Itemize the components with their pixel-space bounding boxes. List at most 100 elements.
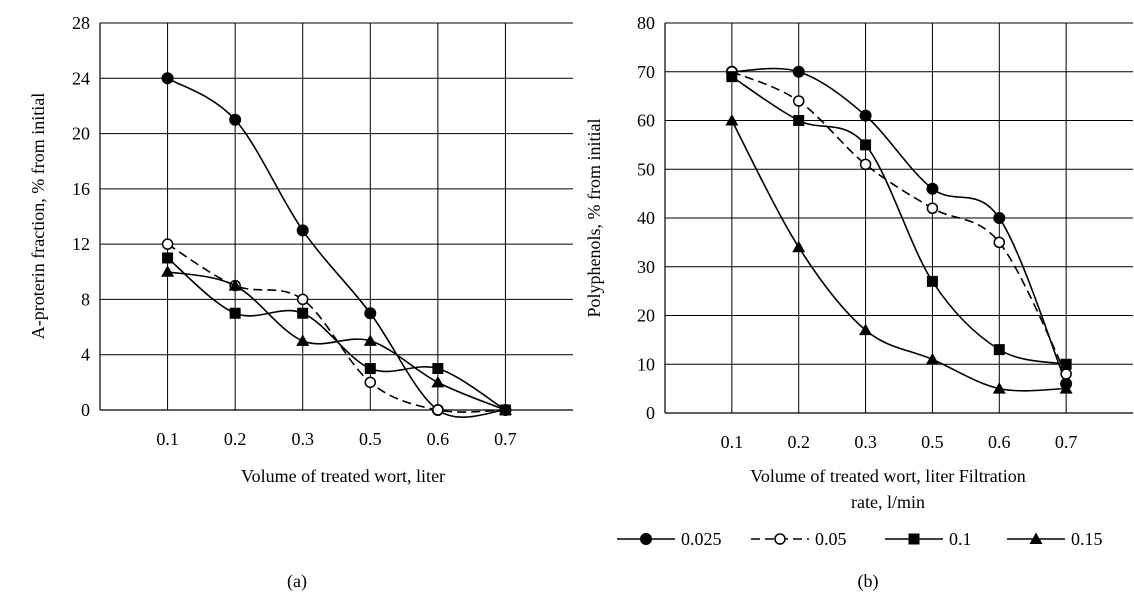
data-point-0.025 (296, 224, 309, 237)
data-point-0.1 (432, 363, 444, 375)
x-tick-label: 0.1 (721, 432, 744, 452)
y-tick-label: 0 (646, 403, 655, 423)
series-line-0.1 (731, 75, 1067, 366)
legend-label-0.05: 0.05 (815, 529, 847, 549)
y-tick-label: 80 (637, 13, 655, 33)
y-tick-label: 8 (81, 289, 90, 309)
legend-marker-0.1 (908, 533, 920, 545)
x-tick-label: 0.2 (224, 429, 247, 449)
legend-label-0.025: 0.025 (681, 529, 722, 549)
y-tick-label: 20 (72, 124, 90, 144)
y-tick-label: 30 (637, 257, 655, 277)
legend-marker-0.05 (774, 533, 786, 545)
data-point-0.1 (926, 275, 938, 287)
chart-panel-a: 0 4 8 12 16 20 24 28 0.1 0.2 0.3 0.5 0.6 0.7 A-prote… (28, 13, 573, 592)
data-point-0.025 (993, 212, 1006, 224)
data-point-0.05 (993, 236, 1006, 249)
data-point-0.1 (1060, 358, 1072, 370)
y-tick-label: 28 (72, 13, 90, 33)
x-tick-label: 0.7 (494, 429, 517, 449)
legend-label-0.1: 0.1 (949, 529, 972, 549)
panel-label-a: (a) (287, 571, 307, 592)
x-tick-label: 0.6 (988, 432, 1011, 452)
y-tick-labels-a: 0 4 8 12 16 20 24 28 (72, 13, 90, 420)
data-point-0.1 (364, 363, 376, 375)
x-tick-label: 0.7 (1055, 432, 1078, 452)
data-point-0.15 (725, 114, 739, 126)
data-point-0.15 (498, 403, 512, 415)
legend: 0.025 0.05 0.1 0.15 (617, 529, 1103, 549)
data-point-0.15 (792, 240, 806, 253)
data-point-0.15 (859, 323, 873, 336)
data-point-0.15 (161, 265, 175, 277)
data-point-0.025 (792, 65, 805, 78)
data-point-0.05 (296, 293, 309, 306)
y-tick-label: 60 (637, 111, 655, 131)
x-tick-label: 0.6 (427, 429, 450, 449)
y-axis-label-a: A-proterin fraction, % from initial (28, 93, 48, 339)
x-tick-label: 0.3 (291, 429, 314, 449)
data-point-0.025 (926, 182, 939, 195)
data-point-0.025 (161, 72, 174, 85)
data-point-0.05 (1060, 368, 1072, 380)
panel-label-b: (b) (858, 571, 879, 592)
series-line-0.025 (167, 77, 506, 418)
data-point-0.15 (228, 279, 242, 291)
x-tick-labels-b: 0.1 0.2 0.3 0.5 0.6 0.7 (721, 432, 1078, 452)
data-point-0.05 (432, 404, 444, 416)
data-point-0.1 (162, 252, 174, 264)
y-tick-labels-b: 0 10 20 30 40 50 60 70 80 (637, 13, 655, 423)
y-tick-label: 12 (72, 234, 90, 254)
grid-a (100, 22, 573, 411)
data-point-0.15 (296, 334, 310, 346)
data-point-0.15 (992, 382, 1006, 394)
y-tick-label: 50 (637, 159, 655, 179)
axes-b (664, 23, 1133, 414)
series-line-0.15 (731, 120, 1067, 392)
series-group-a (161, 72, 512, 418)
x-tick-label: 0.3 (854, 432, 877, 452)
x-axis-label-b-line2: rate, l/min (851, 492, 925, 512)
series-group-b (725, 65, 1073, 394)
x-tick-label: 0.5 (359, 429, 382, 449)
x-axis-label-a: Volume of treated wort, liter (241, 466, 445, 486)
legend-marker-0.15 (1029, 532, 1043, 544)
data-point-0.05 (364, 376, 377, 389)
y-tick-label: 4 (81, 345, 90, 365)
y-axis-label-b: Polyphenols, % from initial (584, 119, 604, 318)
data-point-0.1 (793, 115, 805, 126)
data-point-0.05 (161, 238, 174, 250)
series-line-0.025 (731, 67, 1067, 385)
data-point-0.025 (859, 109, 872, 122)
data-point-0.1 (993, 344, 1005, 356)
y-tick-label: 40 (637, 208, 655, 228)
data-point-0.1 (229, 307, 241, 319)
x-axis-label-b-line1: Volume of treated wort, liter Filtration (750, 466, 1026, 486)
chart-panel-b: 0 10 20 30 40 50 60 70 80 0.1 0.2 0.3 0.5 0.6 0.7 Pol… (584, 13, 1133, 592)
series-line-0.05 (731, 71, 1067, 375)
y-tick-label: 24 (72, 68, 90, 88)
data-point-0.15 (363, 334, 377, 346)
series-line-0.05 (167, 243, 506, 413)
x-tick-label: 0.1 (156, 429, 179, 449)
data-point-0.1 (726, 71, 738, 83)
data-point-0.025 (364, 307, 377, 320)
x-tick-label: 0.2 (787, 432, 810, 452)
y-tick-label: 0 (81, 400, 90, 420)
data-point-0.05 (926, 202, 939, 214)
y-tick-label: 20 (637, 306, 655, 326)
series-line-0.1 (167, 257, 506, 411)
x-tick-label: 0.5 (921, 432, 944, 452)
legend-label-0.15: 0.15 (1071, 529, 1103, 549)
data-point-0.15 (431, 375, 445, 388)
data-point-0.05 (859, 158, 872, 171)
data-point-0.1 (860, 139, 872, 151)
data-point-0.05 (792, 95, 805, 107)
legend-marker-0.025 (640, 533, 652, 545)
x-tick-labels-a: 0.1 0.2 0.3 0.5 0.6 0.7 (156, 429, 516, 449)
data-point-0.025 (229, 113, 242, 126)
y-tick-label: 70 (637, 62, 655, 82)
data-point-0.15 (1059, 382, 1073, 394)
y-tick-label: 10 (637, 354, 655, 374)
